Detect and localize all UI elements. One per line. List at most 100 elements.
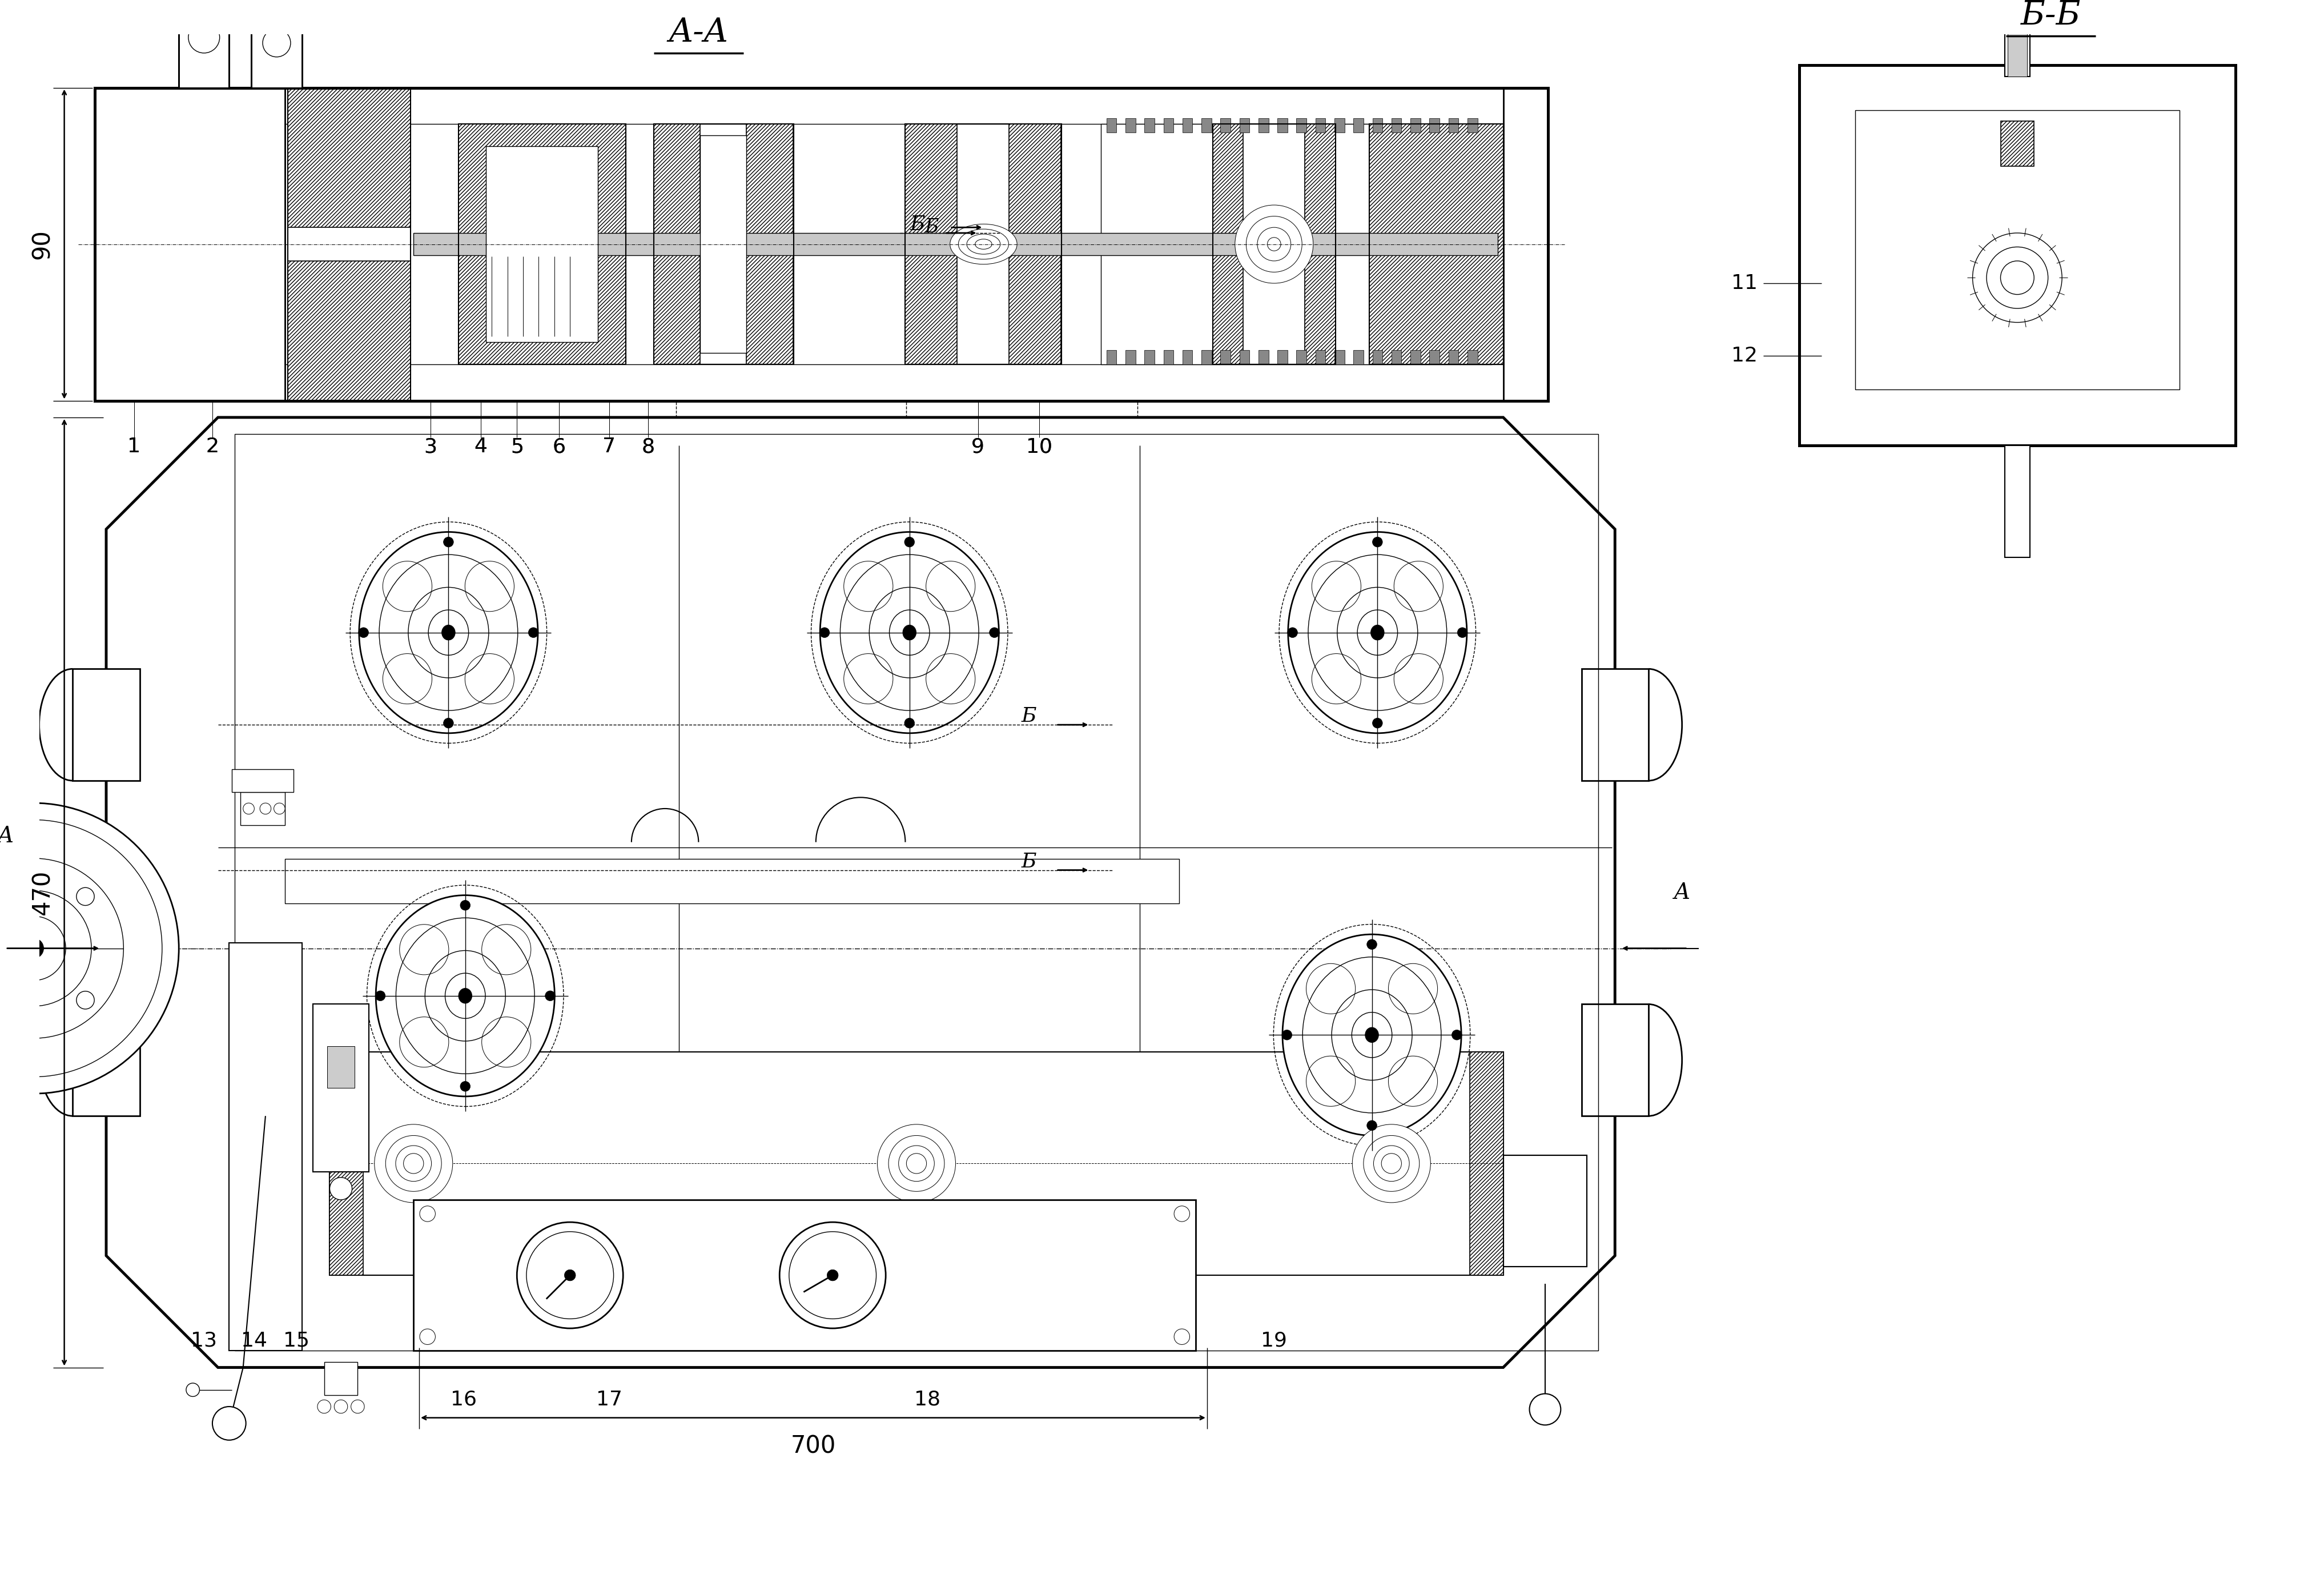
Ellipse shape [1287,531,1466,733]
Circle shape [318,1400,330,1413]
Bar [1164,350,1174,364]
Bar [288,261,411,401]
Bar [72,668,139,781]
Circle shape [77,991,95,1009]
Bar [251,0,302,88]
Circle shape [2,916,65,980]
Circle shape [516,1222,623,1328]
Bar [1213,124,1243,364]
Ellipse shape [425,950,504,1041]
Circle shape [1287,627,1297,638]
Bar [232,770,293,792]
Text: 700: 700 [790,1435,837,1459]
Text: 11: 11 [1731,274,1757,293]
Text: Б: Б [925,218,939,237]
Circle shape [244,803,253,815]
Bar [2006,0,2031,76]
Circle shape [528,627,539,638]
Text: 1: 1 [128,438,142,457]
Ellipse shape [458,988,472,1004]
Bar [486,146,597,342]
Bar [1799,65,2236,445]
Bar [1125,118,1136,132]
Bar [95,369,1548,401]
Bar [1183,118,1192,132]
Circle shape [188,22,221,53]
Bar [1799,65,2236,445]
Circle shape [1246,216,1301,272]
Circle shape [878,1125,955,1203]
Bar [414,1200,1197,1351]
Circle shape [1987,247,2047,309]
Circle shape [779,1222,885,1328]
Circle shape [1457,627,1466,638]
Ellipse shape [1364,1028,1378,1042]
Ellipse shape [902,625,916,640]
Circle shape [1174,1206,1190,1222]
Bar [1143,350,1155,364]
Text: 3: 3 [423,438,437,457]
Circle shape [444,538,453,547]
Bar [746,124,792,364]
Text: 3: 3 [423,438,437,457]
Bar [1183,350,1192,364]
Text: 17: 17 [595,1391,623,1410]
Circle shape [528,1231,614,1319]
Bar [235,434,1599,1351]
Text: 5: 5 [511,438,523,457]
Bar [458,124,625,364]
Ellipse shape [1371,625,1385,640]
Circle shape [1234,205,1313,283]
Bar [2001,121,2034,165]
Bar [230,943,302,1351]
Bar [1504,1155,1587,1266]
Text: 9: 9 [971,438,985,457]
Polygon shape [107,417,1615,1367]
Text: 4: 4 [474,438,488,457]
Bar [1106,350,1116,364]
Text: 7: 7 [602,438,616,457]
Circle shape [1367,1120,1376,1131]
Bar [414,232,1497,255]
Circle shape [23,939,44,958]
Bar [1448,118,1459,132]
Circle shape [1353,1125,1432,1203]
Ellipse shape [1301,956,1441,1112]
Text: Б: Б [1023,706,1037,725]
Circle shape [1973,232,2061,323]
Circle shape [790,1231,876,1319]
Bar [1125,350,1136,364]
Bar [330,1052,363,1276]
Circle shape [1174,1328,1190,1344]
Bar [2008,0,2027,76]
Text: 90: 90 [30,229,53,259]
Bar [1102,124,1492,364]
Ellipse shape [446,974,486,1018]
Circle shape [990,627,999,638]
Bar [1297,350,1306,364]
Bar [1504,1155,1587,1266]
Circle shape [1373,538,1383,547]
Bar [653,124,700,364]
Bar [1257,350,1269,364]
Bar [1373,118,1383,132]
Bar [1009,124,1062,364]
Circle shape [827,1270,839,1281]
Bar [1466,118,1478,132]
Text: 19: 19 [1262,1332,1287,1351]
Circle shape [421,1206,435,1222]
Text: Б: Б [1023,853,1037,872]
Text: 8: 8 [641,438,655,457]
Text: 18: 18 [913,1391,941,1410]
Bar [1297,118,1306,132]
Bar [230,943,302,1045]
Bar [323,1362,358,1395]
Text: A: A [0,826,14,846]
Bar [1143,118,1155,132]
Bar [1799,65,2236,445]
Ellipse shape [890,609,930,655]
Bar [288,88,411,401]
Bar [1369,124,1504,364]
Ellipse shape [869,587,951,678]
Bar [251,0,267,88]
